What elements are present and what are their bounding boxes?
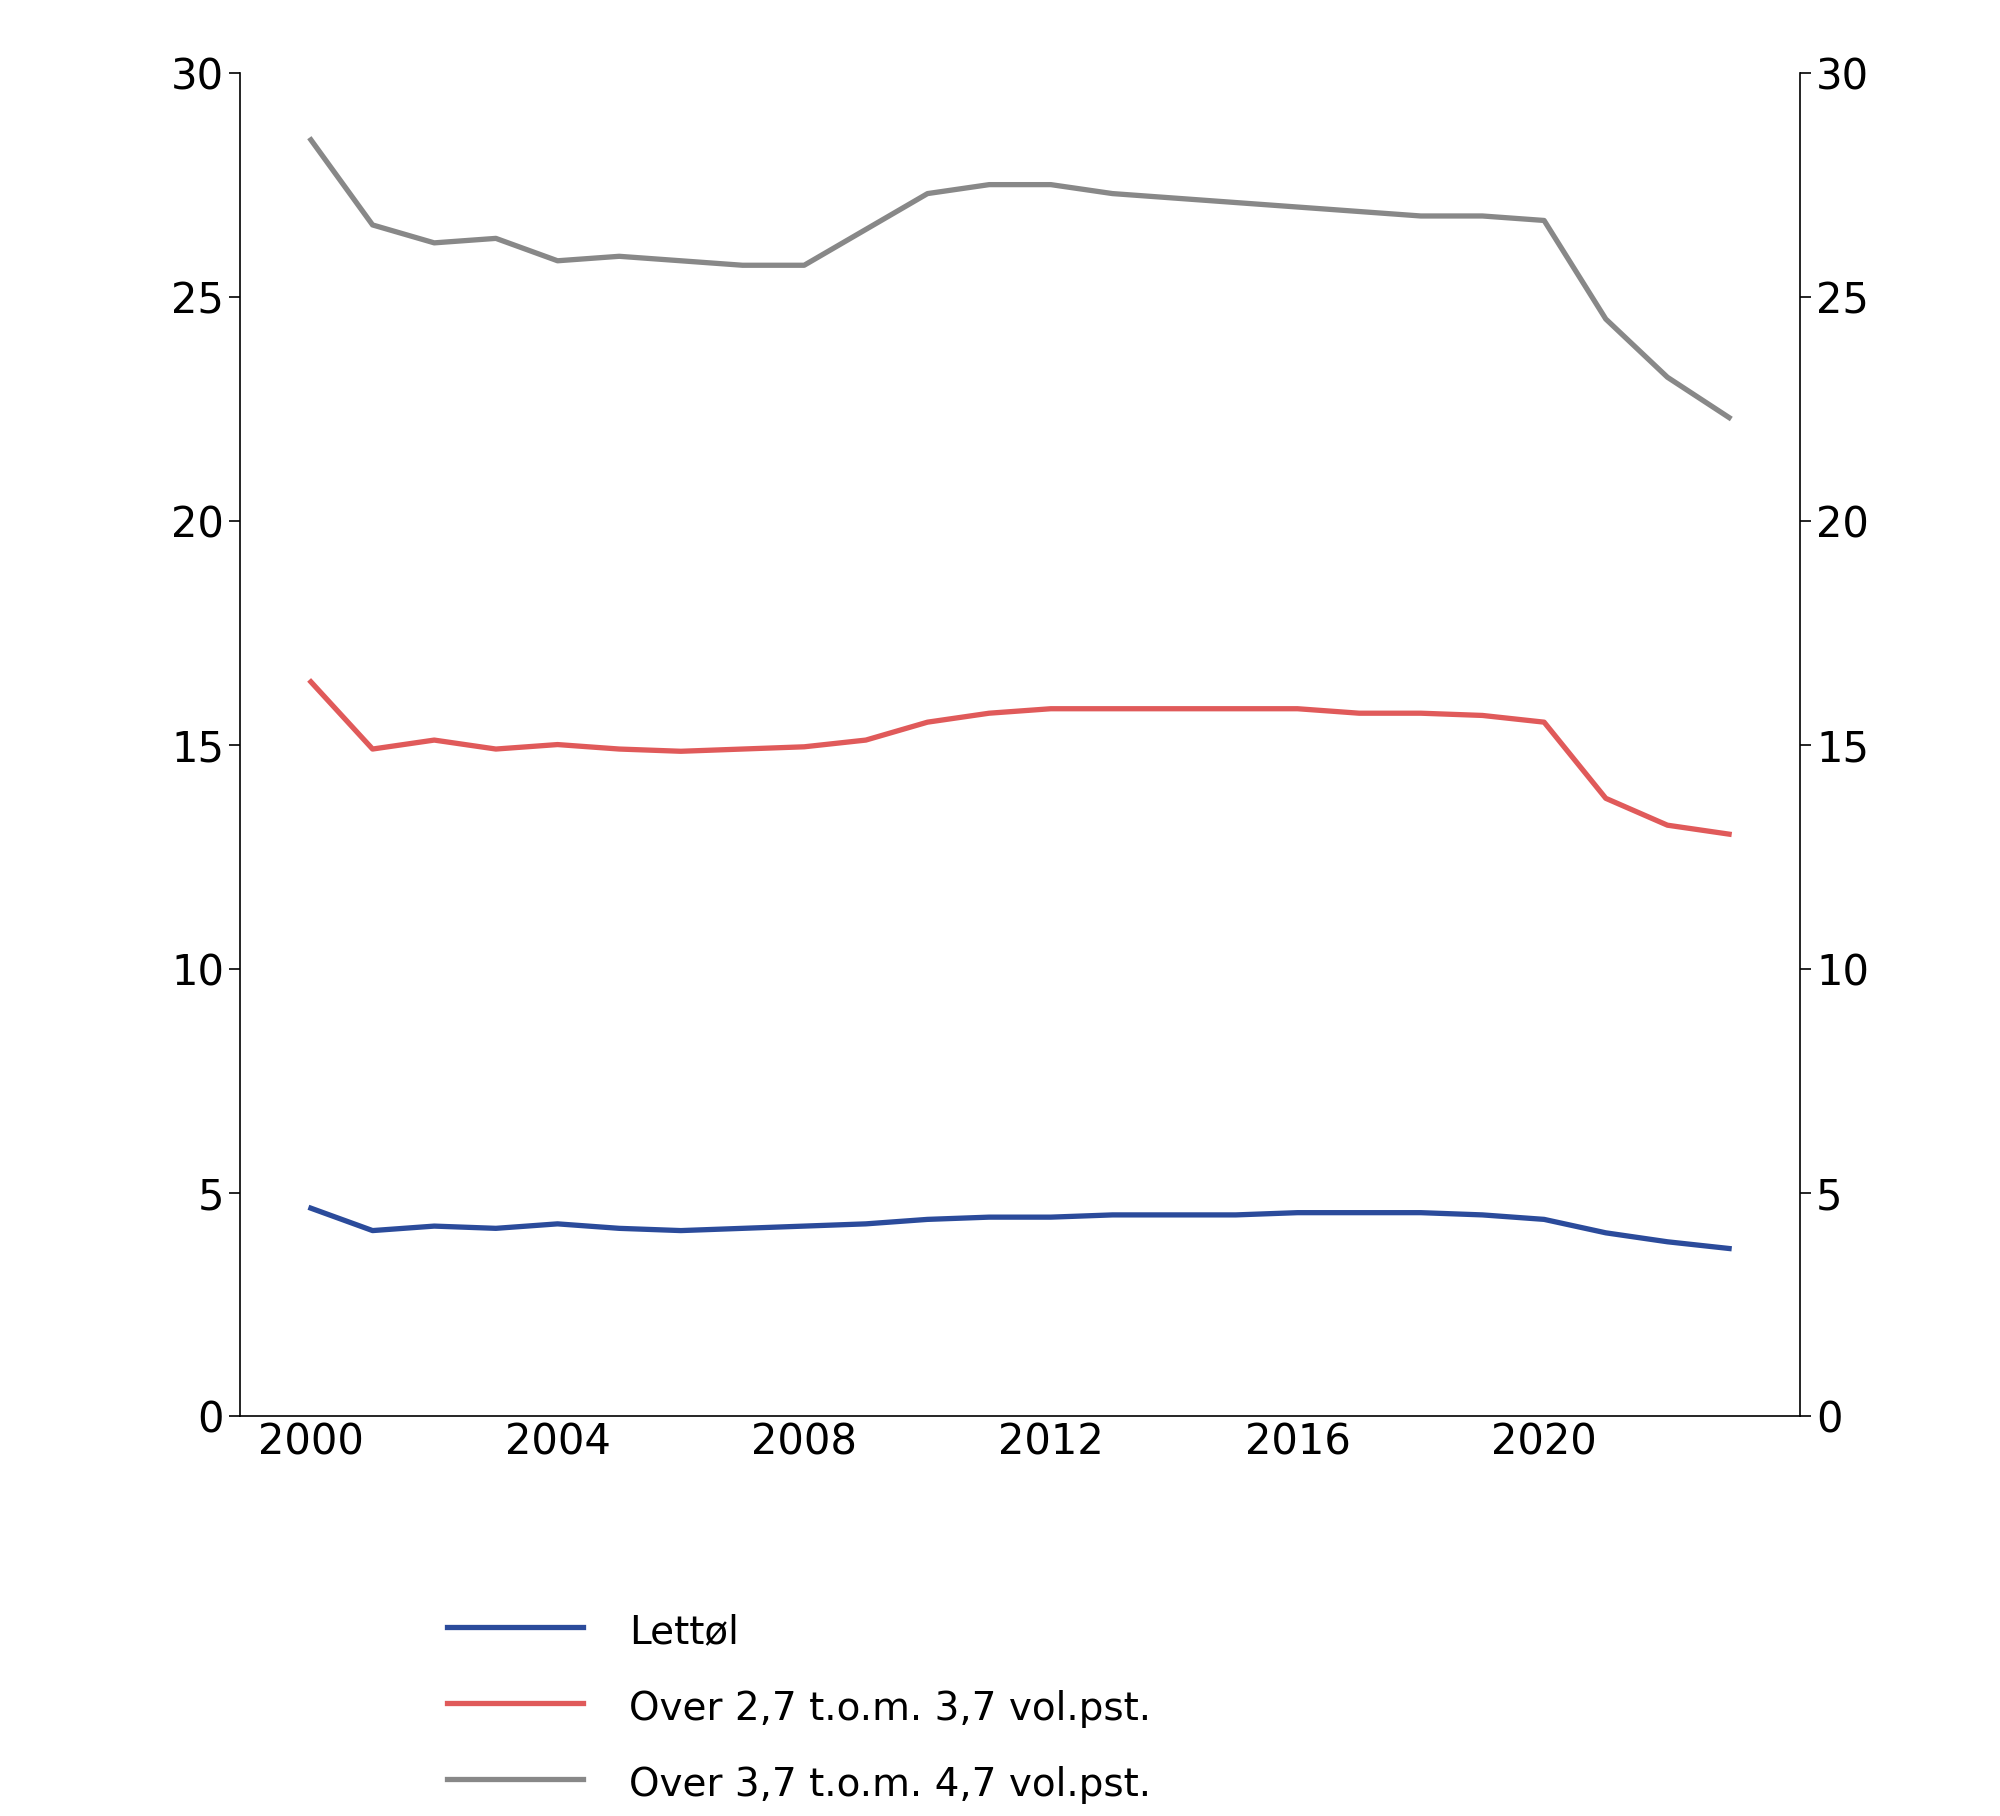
Over 2,7 t.o.m. 3,7 vol.pst. xyxy=(792,735,816,757)
Lettøl xyxy=(546,1213,570,1235)
Over 2,7 t.o.m. 3,7 vol.pst. xyxy=(1718,823,1742,844)
Lettøl xyxy=(1656,1231,1680,1253)
Over 2,7 t.o.m. 3,7 vol.pst. xyxy=(1348,703,1372,725)
Over 3,7 t.o.m. 4,7 vol.pst. xyxy=(730,254,754,276)
Over 2,7 t.o.m. 3,7 vol.pst. xyxy=(668,741,692,763)
Lettøl xyxy=(1348,1202,1372,1224)
Over 3,7 t.o.m. 4,7 vol.pst. xyxy=(1162,187,1186,209)
Over 3,7 t.o.m. 4,7 vol.pst. xyxy=(1532,209,1556,231)
Lettøl xyxy=(608,1217,632,1239)
Over 2,7 t.o.m. 3,7 vol.pst. xyxy=(978,703,1002,725)
Line: Over 2,7 t.o.m. 3,7 vol.pst.: Over 2,7 t.o.m. 3,7 vol.pst. xyxy=(310,681,1730,834)
Over 3,7 t.o.m. 4,7 vol.pst. xyxy=(1348,200,1372,222)
Over 2,7 t.o.m. 3,7 vol.pst. xyxy=(1038,697,1062,719)
Over 3,7 t.o.m. 4,7 vol.pst. xyxy=(916,183,940,205)
Over 3,7 t.o.m. 4,7 vol.pst. xyxy=(1470,205,1494,227)
Over 2,7 t.o.m. 3,7 vol.pst. xyxy=(1532,712,1556,734)
Over 2,7 t.o.m. 3,7 vol.pst. xyxy=(854,730,878,752)
Over 2,7 t.o.m. 3,7 vol.pst. xyxy=(608,737,632,759)
Over 2,7 t.o.m. 3,7 vol.pst. xyxy=(1162,697,1186,719)
Over 2,7 t.o.m. 3,7 vol.pst. xyxy=(1656,814,1680,835)
Lettøl xyxy=(916,1208,940,1229)
Over 2,7 t.o.m. 3,7 vol.pst. xyxy=(730,737,754,759)
Legend: Lettøl, Over 2,7 t.o.m. 3,7 vol.pst., Over 3,7 t.o.m. 4,7 vol.pst.: Lettøl, Over 2,7 t.o.m. 3,7 vol.pst., Ov… xyxy=(446,1611,1152,1803)
Lettøl xyxy=(1594,1222,1618,1244)
Over 3,7 t.o.m. 4,7 vol.pst. xyxy=(298,129,322,151)
Lettøl xyxy=(854,1213,878,1235)
Over 3,7 t.o.m. 4,7 vol.pst. xyxy=(1656,367,1680,389)
Lettøl xyxy=(484,1217,508,1239)
Lettøl xyxy=(1470,1204,1494,1226)
Over 2,7 t.o.m. 3,7 vol.pst. xyxy=(1286,697,1310,719)
Line: Lettøl: Lettøl xyxy=(310,1208,1730,1249)
Lettøl xyxy=(1532,1208,1556,1229)
Over 3,7 t.o.m. 4,7 vol.pst. xyxy=(668,251,692,272)
Over 3,7 t.o.m. 4,7 vol.pst. xyxy=(1408,205,1432,227)
Lettøl xyxy=(1408,1202,1432,1224)
Over 3,7 t.o.m. 4,7 vol.pst. xyxy=(854,218,878,240)
Over 2,7 t.o.m. 3,7 vol.pst. xyxy=(1594,788,1618,810)
Over 2,7 t.o.m. 3,7 vol.pst. xyxy=(1408,703,1432,725)
Over 2,7 t.o.m. 3,7 vol.pst. xyxy=(484,737,508,759)
Over 3,7 t.o.m. 4,7 vol.pst. xyxy=(422,232,446,254)
Over 3,7 t.o.m. 4,7 vol.pst. xyxy=(1718,407,1742,429)
Lettøl xyxy=(730,1217,754,1239)
Lettøl xyxy=(1718,1239,1742,1260)
Over 3,7 t.o.m. 4,7 vol.pst. xyxy=(1594,309,1618,331)
Over 3,7 t.o.m. 4,7 vol.pst. xyxy=(792,254,816,276)
Lettøl xyxy=(1100,1204,1124,1226)
Lettøl xyxy=(422,1215,446,1237)
Over 3,7 t.o.m. 4,7 vol.pst. xyxy=(484,227,508,249)
Over 3,7 t.o.m. 4,7 vol.pst. xyxy=(1286,196,1310,218)
Over 2,7 t.o.m. 3,7 vol.pst. xyxy=(360,737,384,759)
Lettøl xyxy=(1286,1202,1310,1224)
Over 3,7 t.o.m. 4,7 vol.pst. xyxy=(1224,192,1248,214)
Lettøl xyxy=(1038,1206,1062,1228)
Lettøl xyxy=(978,1206,1002,1228)
Over 2,7 t.o.m. 3,7 vol.pst. xyxy=(298,670,322,692)
Over 2,7 t.o.m. 3,7 vol.pst. xyxy=(1100,697,1124,719)
Over 2,7 t.o.m. 3,7 vol.pst. xyxy=(546,734,570,755)
Over 3,7 t.o.m. 4,7 vol.pst. xyxy=(1038,174,1062,196)
Over 3,7 t.o.m. 4,7 vol.pst. xyxy=(360,214,384,236)
Lettøl xyxy=(360,1220,384,1242)
Lettøl xyxy=(668,1220,692,1242)
Lettøl xyxy=(1224,1204,1248,1226)
Over 2,7 t.o.m. 3,7 vol.pst. xyxy=(422,730,446,752)
Over 2,7 t.o.m. 3,7 vol.pst. xyxy=(1470,705,1494,726)
Over 3,7 t.o.m. 4,7 vol.pst. xyxy=(546,251,570,272)
Over 3,7 t.o.m. 4,7 vol.pst. xyxy=(1100,183,1124,205)
Over 2,7 t.o.m. 3,7 vol.pst. xyxy=(916,712,940,734)
Lettøl xyxy=(792,1215,816,1237)
Lettøl xyxy=(298,1197,322,1219)
Over 2,7 t.o.m. 3,7 vol.pst. xyxy=(1224,697,1248,719)
Over 3,7 t.o.m. 4,7 vol.pst. xyxy=(608,245,632,267)
Line: Over 3,7 t.o.m. 4,7 vol.pst.: Over 3,7 t.o.m. 4,7 vol.pst. xyxy=(310,140,1730,418)
Over 3,7 t.o.m. 4,7 vol.pst. xyxy=(978,174,1002,196)
Lettøl xyxy=(1162,1204,1186,1226)
